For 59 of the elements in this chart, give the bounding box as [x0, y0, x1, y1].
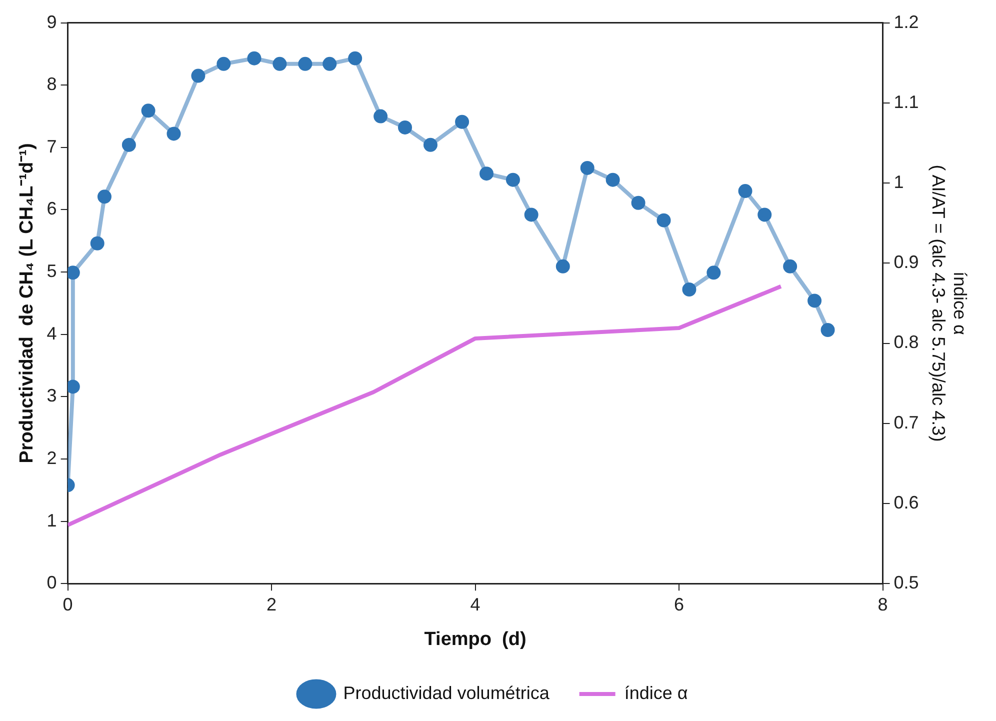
point	[556, 259, 570, 274]
point	[166, 126, 181, 141]
y-tick-label: 1	[46, 510, 57, 530]
y-tick-label: 0	[46, 572, 57, 593]
point	[682, 282, 696, 296]
point	[656, 213, 671, 228]
y2-tick-label: 1.1	[894, 92, 919, 112]
x-tick-label: 0	[62, 594, 73, 614]
point	[141, 104, 156, 118]
y2-tick-label: 0.8	[894, 332, 919, 352]
point	[348, 51, 362, 66]
y-tick-label: 6	[46, 198, 57, 219]
point	[808, 294, 822, 308]
y-tick-label: 9	[46, 12, 57, 32]
point	[90, 236, 104, 250]
y2-tick-label: 0.9	[894, 252, 919, 272]
point	[506, 172, 520, 187]
y2-tick-label: 1.2	[894, 12, 919, 32]
point	[374, 109, 388, 124]
point	[191, 68, 206, 83]
x-tick-label: 8	[878, 594, 888, 614]
y2-tick-label: 0.7	[894, 412, 919, 432]
point	[272, 56, 287, 71]
y2-tick-label: 0.6	[894, 492, 919, 512]
y-tick-label: 3	[46, 386, 57, 406]
point	[122, 138, 136, 152]
legend-label: Productividad volumétrica	[343, 682, 550, 703]
point	[706, 266, 721, 280]
point	[423, 138, 438, 152]
y-tick-label: 2	[46, 448, 57, 468]
point	[398, 120, 412, 134]
x-tick-label: 6	[674, 594, 684, 614]
y2-tick-label: 0.5	[894, 572, 919, 593]
point	[455, 114, 470, 129]
y2-axis-title: índice α ( AI/AT = (alc 4.3- alc 5.75)/alc 4.3)	[928, 164, 970, 442]
x-axis-title: Tiempo (d)	[424, 628, 526, 650]
point	[298, 56, 312, 71]
y-tick-label: 7	[46, 136, 57, 156]
point	[606, 172, 620, 187]
point	[631, 196, 646, 210]
point	[580, 160, 594, 175]
point	[758, 208, 772, 222]
point	[524, 208, 538, 222]
point	[480, 166, 494, 181]
y2-tick-label: 1	[894, 172, 904, 192]
point	[738, 184, 752, 198]
point	[216, 56, 231, 71]
x-tick-label: 4	[470, 594, 480, 614]
point	[247, 51, 262, 66]
point	[783, 259, 798, 274]
y-tick-label: 4	[46, 323, 57, 344]
point	[322, 56, 337, 71]
x-tick-label: 2	[266, 594, 277, 614]
y-tick-label: 5	[46, 261, 57, 282]
point	[820, 322, 835, 337]
y-axis-title: Productividad de CH₄ (L CH₄L⁻¹d⁻¹)	[16, 143, 38, 464]
legend-label: índice α	[624, 682, 688, 703]
point	[97, 190, 112, 204]
y-tick-label: 8	[46, 74, 57, 94]
